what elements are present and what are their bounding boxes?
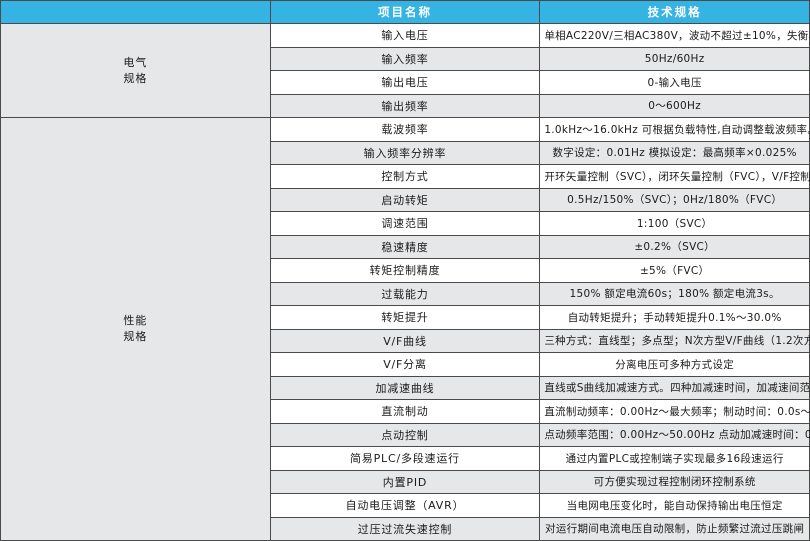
table-row: 性能 规格 载波频率 1.0kHz～16.0kHz 可根据负载特性,自动调整载波频率。 <box>0 117 810 541</box>
group-label-2: 性能 规格 <box>0 117 271 541</box>
item-name-cell: 输出频率 <box>269 93 541 118</box>
group-label-line1: 性能 <box>123 314 148 328</box>
item-name-cell: 自动电压调整（AVR） <box>269 493 541 518</box>
table-row: 控制方式 开环矢量控制（SVC），闭环矢量控制（FVC），V/F控制 <box>1 164 810 189</box>
table-row: V/F曲线三种方式：直线型；多点型；N次方型V/F曲线（1.2次方、1.5次方、… <box>1 328 810 353</box>
table-row: 输入频率分辨率 数字设定：0.01Hz 模拟设定：最高频率×0.025% <box>1 140 810 165</box>
item-name-cell: 点动控制 <box>269 422 541 447</box>
item-name-cell: 简易PLC/多段速运行 <box>269 446 541 471</box>
spec-value-cell: 1:100（SVC） <box>539 211 810 236</box>
item-name-cell: 转矩提升 <box>269 305 541 330</box>
spec-value-cell: ±0.2%（SVC） <box>539 234 810 259</box>
header-row: 项目名称 技术规格 <box>0 0 810 24</box>
item-name-cell: 转矩控制精度 <box>269 258 541 283</box>
item-name-cell: 直流制动 <box>269 399 541 424</box>
spec-value-cell: ±5%（FVC） <box>539 258 810 283</box>
header-group-blank <box>0 0 271 24</box>
spec-value-cell: 50Hz/60Hz <box>539 46 810 71</box>
header-item-name: 项目名称 <box>269 0 541 24</box>
item-name-cell: 过压过流失速控制 <box>269 516 541 541</box>
spec-value-cell: 150% 额定电流60s；180% 额定电流3s。 <box>539 281 810 306</box>
item-name-cell: 输入频率分辨率 <box>269 140 541 165</box>
item-name-cell: 启动转矩 <box>269 187 541 212</box>
table-row: 转矩提升 自动转矩提升；手动转矩提升0.1%～30.0% <box>1 305 810 330</box>
table-row: 转矩控制精度 ±5%（FVC） <box>1 258 810 283</box>
spec-value-cell: 分离电压可多种方式设定 <box>539 352 810 377</box>
item-name-cell: 输入频率 <box>269 46 541 71</box>
table-row: 稳速精度 ±0.2%（SVC） <box>1 234 810 259</box>
table-row: V/F分离 分离电压可多种方式设定 <box>1 352 810 377</box>
spec-value-cell: 直线或S曲线加减速方式。四种加减速时间，加减速间范围0.1～3600.0s <box>539 375 810 400</box>
table-row: 过压过流失速控制 对运行期间电流电压自动限制，防止频繁过流过压跳闸 <box>1 516 810 541</box>
spec-value-cell: 数字设定：0.01Hz 模拟设定：最高频率×0.025% <box>539 140 810 165</box>
spec-value-cell: 1.0kHz～16.0kHz 可根据负载特性,自动调整载波频率。 <box>539 117 810 142</box>
item-name-cell: 加减速曲线 <box>269 375 541 400</box>
item-name-cell: V/F分离 <box>269 352 541 377</box>
group-label-line2: 规格 <box>123 330 148 343</box>
spec-value-cell: 通过内置PLC或控制端子实现最多16段速运行 <box>539 446 810 471</box>
spec-value-cell: 可方便实现过程控制闭环控制系统 <box>539 469 810 494</box>
table-row: 简易PLC/多段速运行 通过内置PLC或控制端子实现最多16段速运行 <box>1 446 810 471</box>
table-body: 电气规格输入电压单相AC220V/三相AC380V，波动不超过±10%，失衡率<… <box>0 23 810 541</box>
item-name-cell: V/F曲线 <box>269 328 541 353</box>
item-name-cell: 调速范围 <box>269 211 541 236</box>
table-row: 输入频率 50Hz/60Hz <box>1 46 810 71</box>
table-row: 自动电压调整（AVR） 当电网电压变化时，能自动保持输出电压恒定 <box>1 493 810 518</box>
table-row: 过载能力 150% 额定电流60s；180% 额定电流3s。 <box>1 281 810 306</box>
spec-value-cell: 点动频率范围：0.00Hz～50.00Hz 点动加减速时间：0.1s～3600.… <box>539 422 810 447</box>
spec-value-cell: 0～600Hz <box>539 93 810 118</box>
spec-value-cell: 开环矢量控制（SVC），闭环矢量控制（FVC），V/F控制 <box>539 164 810 189</box>
group-label-line2: 规格 <box>123 71 148 85</box>
table-row: 调速范围 1:100（SVC） <box>1 211 810 236</box>
table-row: 电气规格输入电压单相AC220V/三相AC380V，波动不超过±10%，失衡率<… <box>0 23 810 118</box>
spec-value-cell: 直流制动频率：0.00Hz～最大频率；制动时间：0.0s～30.0s。制动动作电… <box>539 399 810 424</box>
spec-value-cell: 0-输入电压 <box>539 70 810 95</box>
table-row: 加减速曲线直线或S曲线加减速方式。四种加减速时间，加减速间范围0.1～3600.… <box>1 375 810 400</box>
spec-value-cell: 三种方式：直线型；多点型；N次方型V/F曲线（1.2次方、1.5次方、2次方） <box>539 328 810 353</box>
item-name-cell: 过载能力 <box>269 281 541 306</box>
spec-value-cell: 0.5Hz/150%（SVC）；0Hz/180%（FVC） <box>539 187 810 212</box>
group-label-line1: 电气 <box>123 55 148 69</box>
item-name-cell: 输入电压 <box>269 23 541 48</box>
spec-value-cell: 自动转矩提升；手动转矩提升0.1%～30.0% <box>539 305 810 330</box>
table-row: 输出频率 0～600Hz <box>1 93 810 118</box>
table-row: 启动转矩 0.5Hz/150%（SVC）；0Hz/180%（FVC） <box>1 187 810 212</box>
item-name-cell: 控制方式 <box>269 164 541 189</box>
table-row: 直流制动直流制动频率：0.00Hz～最大频率；制动时间：0.0s～30.0s。制… <box>1 399 810 424</box>
item-name-cell: 载波频率 <box>269 117 541 142</box>
table-row: 内置PID 可方便实现过程控制闭环控制系统 <box>1 469 810 494</box>
spec-value-cell: 当电网电压变化时，能自动保持输出电压恒定 <box>539 493 810 518</box>
table-row: 输出电压 0-输入电压 <box>1 70 810 95</box>
item-name-cell: 输出电压 <box>269 70 541 95</box>
item-name-cell: 稳速精度 <box>269 234 541 259</box>
item-name-cell: 内置PID <box>269 469 541 494</box>
table-header: 项目名称 技术规格 <box>0 0 810 24</box>
header-technical-spec: 技术规格 <box>539 0 810 24</box>
spec-value-cell: 单相AC220V/三相AC380V，波动不超过±10%，失衡率<3%； <box>539 23 810 48</box>
group-label-1: 电气 规格 <box>0 23 271 118</box>
spec-value-cell: 对运行期间电流电压自动限制，防止频繁过流过压跳闸 <box>539 516 810 541</box>
